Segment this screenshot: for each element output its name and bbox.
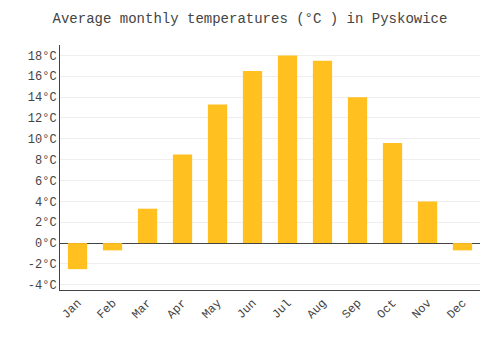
svg-text:14°C: 14°C: [28, 91, 57, 105]
svg-text:18°C: 18°C: [28, 50, 57, 64]
svg-text:Jan: Jan: [59, 297, 84, 322]
svg-text:8°C: 8°C: [35, 154, 57, 168]
svg-text:-2°C: -2°C: [28, 258, 57, 272]
svg-text:Dec: Dec: [444, 297, 469, 322]
svg-text:-4°C: -4°C: [28, 279, 57, 293]
svg-text:Oct: Oct: [374, 297, 399, 322]
svg-text:Apr: Apr: [164, 297, 189, 322]
svg-text:Mar: Mar: [129, 297, 154, 322]
svg-text:10°C: 10°C: [28, 133, 57, 147]
svg-text:2°C: 2°C: [35, 216, 57, 230]
svg-text:Nov: Nov: [409, 297, 434, 322]
svg-text:0°C: 0°C: [35, 237, 57, 251]
svg-text:12°C: 12°C: [28, 112, 57, 126]
svg-text:Aug: Aug: [304, 297, 329, 322]
svg-text:Feb: Feb: [94, 297, 119, 322]
svg-text:Jun: Jun: [234, 297, 259, 322]
svg-text:Jul: Jul: [269, 297, 294, 322]
svg-text:Sep: Sep: [339, 297, 364, 322]
svg-text:4°C: 4°C: [35, 196, 57, 210]
svg-text:May: May: [199, 297, 224, 322]
svg-text:6°C: 6°C: [35, 175, 57, 189]
svg-text:Average monthly temperatures (: Average monthly temperatures (°C ) in Py…: [53, 11, 448, 27]
svg-text:16°C: 16°C: [28, 70, 57, 84]
